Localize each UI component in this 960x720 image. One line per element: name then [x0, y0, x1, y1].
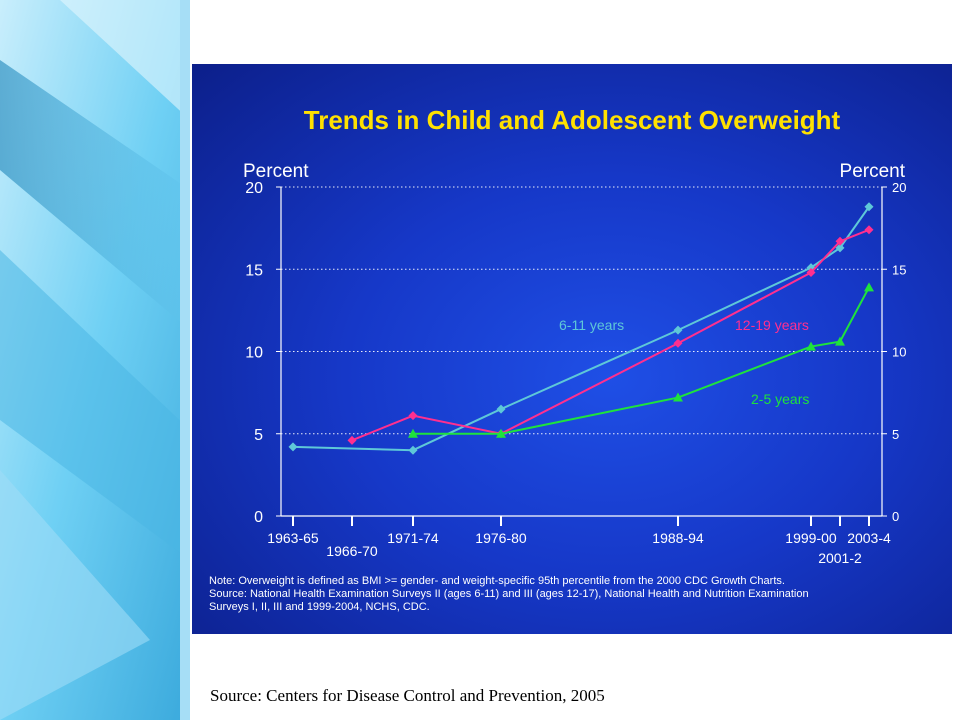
data-point [347, 435, 357, 445]
x-tick-label: 1966-70 [326, 543, 378, 559]
x-tick-label: 1963-65 [267, 530, 319, 546]
y-tick-label-left: 5 [254, 427, 263, 444]
y-axis-title-right: Percent [840, 161, 906, 182]
data-point [288, 442, 298, 452]
source-citation: Source: Centers for Disease Control and … [210, 686, 605, 705]
data-point [408, 445, 418, 455]
chart-note: Note: Overweight is defined as BMI >= ge… [209, 575, 939, 614]
y-tick-label-right: 5 [892, 427, 899, 442]
y-axis-title-left: Percent [243, 161, 309, 182]
data-point [673, 325, 683, 335]
series-line [413, 286, 870, 435]
x-tick-label: 1971-74 [387, 530, 439, 546]
note-line: Surveys I, II, III and 1999-2004, NCHS, … [209, 601, 430, 613]
y-tick-label-right: 10 [892, 345, 906, 360]
series-line [351, 228, 870, 442]
y-tick-label-left: 10 [245, 345, 263, 362]
data-point [496, 404, 506, 414]
data-point [835, 236, 845, 246]
chart-panel: 0 0 5 5 10 10 15 15 20 20 Percent Percent 1963-65 197… [192, 64, 952, 634]
series-label: 12-19 years [735, 317, 809, 333]
decorative-sidebar [0, 0, 190, 720]
data-point [673, 392, 683, 402]
data-point [864, 282, 874, 292]
x-tick-label: 2001-2 [818, 550, 862, 566]
data-point [835, 243, 845, 253]
x-tick-label: 1999-00 [785, 530, 837, 546]
y-tick-label-right: 20 [892, 180, 906, 195]
data-point [806, 268, 816, 278]
y-tick-label-left: 0 [254, 509, 263, 526]
y-tick-label-right: 15 [892, 262, 906, 277]
data-point [864, 225, 874, 235]
data-point [408, 411, 418, 421]
data-point [864, 202, 874, 212]
data-point [835, 336, 845, 346]
data-point [408, 428, 418, 438]
y-tick-label-left: 15 [245, 262, 263, 279]
chart-title: Trends in Child and Adolescent Overweigh… [303, 105, 841, 135]
series-label: 6-11 years [559, 317, 624, 333]
data-point [806, 341, 816, 351]
data-point [496, 428, 506, 438]
data-point [673, 338, 683, 348]
x-tick-label: 1976-80 [475, 530, 527, 546]
x-tick-label: 2003-4 [847, 530, 891, 546]
y-tick-label-left: 20 [245, 180, 263, 197]
x-tick-label: 1988-94 [652, 530, 704, 546]
y-tick-label-right: 0 [892, 509, 899, 524]
note-line: Note: Overweight is defined as BMI >= ge… [209, 575, 785, 587]
note-line: Source: National Health Examination Surv… [209, 588, 809, 600]
series-label: 2-5 years [751, 391, 809, 407]
